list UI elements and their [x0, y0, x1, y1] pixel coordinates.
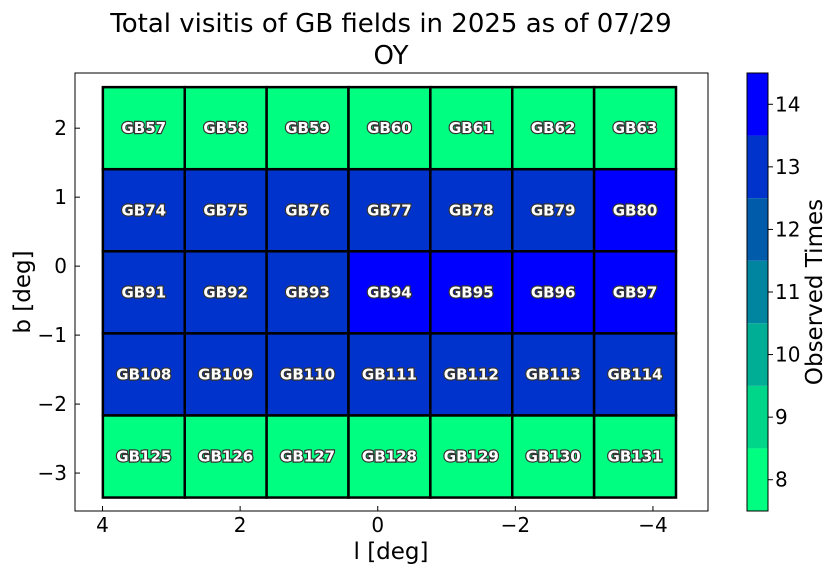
colorbar: 8 9 10 11 12 13 14	[746, 72, 800, 512]
field-cell	[511, 332, 596, 417]
field-label: GB78	[449, 201, 494, 219]
field-cell	[592, 167, 678, 253]
colorbar-segment	[747, 260, 768, 324]
field-cell	[265, 414, 350, 499]
field-label: GB74	[121, 201, 166, 219]
field-label: GB129	[444, 448, 499, 466]
field-cell	[592, 414, 678, 499]
field-label: GB61	[449, 119, 494, 137]
field-label: GB131	[608, 448, 663, 466]
colorbar-segment	[747, 448, 768, 511]
field-cell	[592, 250, 678, 335]
colorbar-tick-label: 14	[775, 92, 800, 116]
colorbar-tick-label: 13	[775, 155, 800, 179]
field-label: GB62	[531, 119, 576, 137]
x-axis-ticks: 4 2 0 −2 −4	[96, 506, 668, 537]
x-tick-label: 2	[234, 513, 247, 537]
y-tick-label: −2	[38, 392, 67, 416]
colorbar-segment	[747, 135, 768, 199]
field-label: GB112	[444, 365, 499, 383]
field-label: GB91	[121, 283, 166, 301]
field-cell	[101, 167, 186, 253]
field-label: GB97	[613, 283, 658, 301]
field-label: GB108	[116, 365, 171, 383]
field-label: GB75	[203, 201, 248, 219]
y-tick-label: −1	[38, 323, 67, 347]
field-label: GB79	[531, 201, 576, 219]
field-label: GB130	[526, 448, 581, 466]
field-cell	[429, 167, 514, 253]
field-label: GB125	[116, 448, 171, 466]
field-label: GB93	[285, 283, 330, 301]
field-grid: GB57 GB58 GB59 GB60 GB61 GB62 GB63 GB74 GB75 GB76…	[101, 85, 678, 499]
field-label: GB110	[280, 365, 335, 383]
field-label: GB127	[280, 448, 335, 466]
field-cell	[511, 250, 596, 335]
field-cell	[265, 250, 350, 335]
colorbar-segment	[747, 198, 768, 261]
y-tick-label: 2	[54, 116, 67, 140]
x-tick-label: 4	[96, 513, 109, 537]
y-tick-label: 1	[54, 185, 67, 209]
colorbar-segment	[747, 73, 768, 136]
field-label: GB96	[531, 283, 576, 301]
colorbar-segment	[747, 323, 768, 386]
field-cell	[183, 332, 268, 417]
colorbar-segment	[747, 385, 768, 449]
y-axis-ticks: 2 1 0 −1 −2 −3	[38, 116, 80, 485]
field-label: GB126	[198, 448, 253, 466]
field-label: GB128	[362, 448, 417, 466]
x-tick-label: −2	[501, 513, 530, 537]
field-cell	[429, 250, 514, 335]
field-label: GB58	[203, 119, 248, 137]
field-cell	[265, 167, 350, 253]
x-axis-label: l [deg]	[354, 539, 429, 565]
field-label: GB60	[367, 119, 412, 137]
colorbar-tick-label: 10	[775, 343, 800, 367]
chart-subtitle: OY	[374, 41, 409, 71]
field-cell	[101, 332, 186, 417]
colorbar-tick-label: 11	[775, 280, 800, 304]
field-label: GB80	[613, 201, 658, 219]
colorbar-tick-label: 12	[775, 217, 800, 241]
y-axis-label: b [deg]	[10, 250, 36, 333]
field-label: GB59	[285, 119, 330, 137]
field-cell	[101, 414, 186, 499]
x-tick-label: 0	[371, 513, 384, 537]
colorbar-tick-label: 9	[775, 405, 788, 429]
field-label: GB77	[367, 201, 412, 219]
y-tick-label: 0	[54, 254, 67, 278]
field-label: GB57	[121, 119, 166, 137]
field-cell	[511, 414, 596, 499]
y-tick-label: −3	[38, 461, 67, 485]
field-label: GB76	[285, 201, 330, 219]
field-label: GB114	[608, 365, 663, 383]
field-label: GB92	[203, 283, 248, 301]
field-label: GB94	[367, 283, 412, 301]
field-label: GB111	[362, 365, 417, 383]
field-cell	[511, 85, 596, 171]
field-cell	[101, 85, 186, 171]
field-cell	[183, 250, 268, 335]
x-tick-label: −4	[638, 513, 667, 537]
chart-title: Total visitis of GB fields in 2025 as of…	[109, 9, 671, 39]
plot-frame	[74, 72, 709, 512]
field-label: GB95	[449, 283, 494, 301]
field-cell	[183, 85, 268, 171]
field-label: GB63	[613, 119, 658, 137]
colorbar-tick-label: 8	[775, 468, 788, 492]
colorbar-label: Observed Times	[802, 199, 828, 385]
field-label: GB109	[198, 365, 253, 383]
field-label: GB113	[526, 365, 581, 383]
